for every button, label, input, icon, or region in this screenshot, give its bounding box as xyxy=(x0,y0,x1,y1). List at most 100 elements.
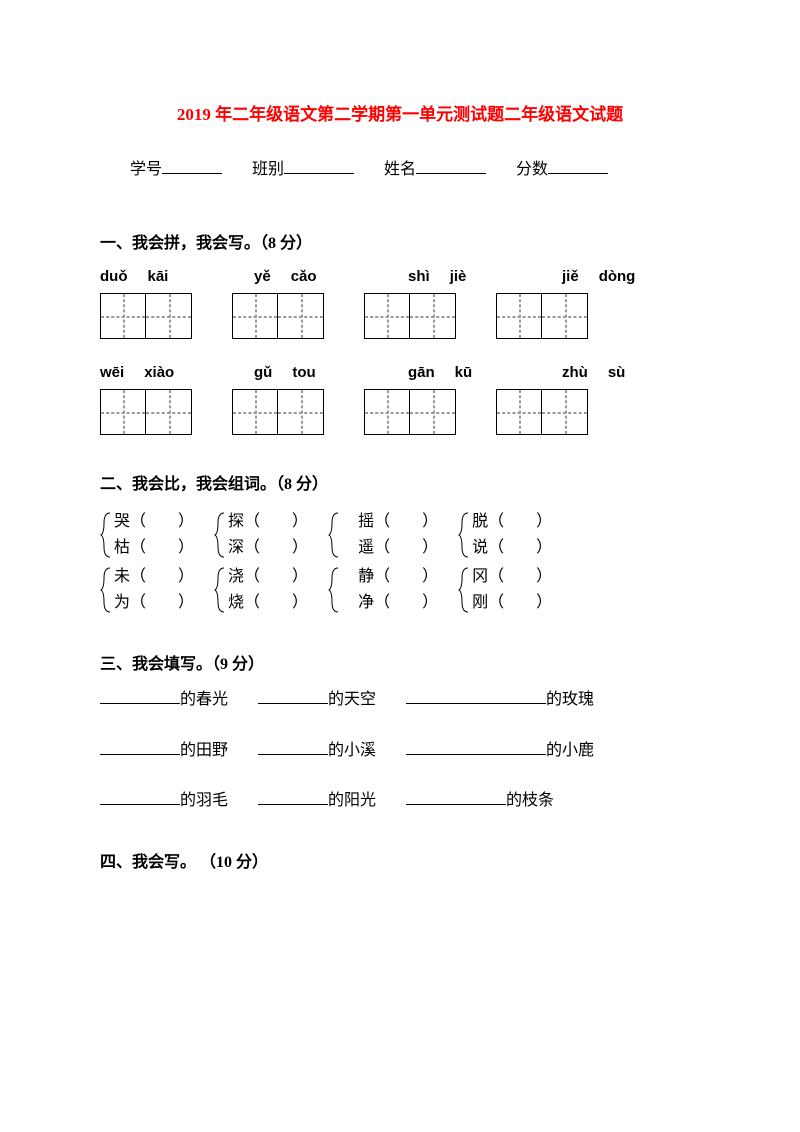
pinyin: jiè xyxy=(450,268,467,285)
blank-class[interactable] xyxy=(284,173,354,174)
fill-blank[interactable] xyxy=(406,703,546,704)
pinyin: shì xyxy=(408,268,430,285)
pinyin: sù xyxy=(608,364,626,381)
char: 为 xyxy=(114,594,130,611)
label-class: 班别 xyxy=(252,155,284,179)
fill-suffix: 的春光 xyxy=(180,689,228,711)
pinyin: jiě xyxy=(562,268,579,285)
fill-suffix: 的羽毛 xyxy=(180,790,228,812)
char-box-pair[interactable] xyxy=(100,389,192,435)
char-box-pair[interactable] xyxy=(496,293,588,339)
char: 深 xyxy=(228,539,244,556)
fill-blank[interactable] xyxy=(258,804,328,805)
label-name: 姓名 xyxy=(384,155,416,179)
info-student-id: 学号 xyxy=(130,155,222,179)
blank-score[interactable] xyxy=(548,173,608,174)
fill-suffix: 的小鹿 xyxy=(546,740,594,762)
brace-icon xyxy=(458,566,470,614)
pinyin: kāi xyxy=(148,268,169,285)
fill-suffix: 的天空 xyxy=(328,689,376,711)
brace-icon xyxy=(328,566,340,614)
char-box-pair[interactable] xyxy=(496,389,588,435)
char-box-row-2 xyxy=(100,389,700,435)
pinyin: gān xyxy=(408,364,435,381)
label-score: 分数 xyxy=(516,155,548,179)
compare-group: 探（ ） 深（ ） xyxy=(214,509,308,560)
fill-blank[interactable] xyxy=(100,754,180,755)
fill-suffix: 的小溪 xyxy=(328,740,376,762)
char: 说 xyxy=(472,539,488,556)
fill-blank[interactable] xyxy=(100,703,180,704)
pinyin-row-1: duǒ kāi yě cǎo shì jiè jiě dòng xyxy=(100,268,700,285)
info-class: 班别 xyxy=(252,155,354,179)
char: 遥 xyxy=(358,539,374,556)
exam-title: 2019 年二年级语文第二学期第一单元测试题二年级语文试题 xyxy=(100,100,700,125)
char: 枯 xyxy=(114,539,130,556)
section-4: 四、我会写。 （10 分） xyxy=(100,848,700,872)
char-box-pair[interactable] xyxy=(232,293,324,339)
compare-group: 未（ ） 为（ ） xyxy=(100,564,194,615)
section-1: 一、我会拼，我会写。（8 分） duǒkāi yěcǎo shìjiè jiěd… xyxy=(100,229,700,435)
fill-blank[interactable] xyxy=(258,703,328,704)
compare-group: 冈（ ） 刚（ ） xyxy=(458,564,552,615)
char: 脱 xyxy=(472,513,488,530)
brace-icon xyxy=(100,511,112,559)
char: 静 xyxy=(358,568,374,585)
fill-blank[interactable] xyxy=(258,754,328,755)
fill-row: 的田野 的小溪 的小鹿 xyxy=(100,740,700,762)
brace-icon xyxy=(100,566,112,614)
student-info-row: 学号 班别 姓名 分数 xyxy=(100,155,700,179)
char: 冈 xyxy=(472,568,488,585)
pinyin: cǎo xyxy=(291,268,317,285)
char: 摇 xyxy=(358,513,374,530)
fill-row: 的春光 的天空 的玫瑰 xyxy=(100,689,700,711)
char: 未 xyxy=(114,568,130,585)
char-box-pair[interactable] xyxy=(364,293,456,339)
brace-icon xyxy=(214,566,226,614)
char: 哭 xyxy=(114,513,130,530)
pinyin: yě xyxy=(254,268,271,285)
compare-group: 浇（ ） 烧（ ） xyxy=(214,564,308,615)
fill-suffix: 的田野 xyxy=(180,740,228,762)
pinyin: zhù xyxy=(562,364,588,381)
fill-row: 的羽毛 的阳光 的枝条 xyxy=(100,790,700,812)
compare-group: 哭（ ） 枯（ ） xyxy=(100,509,194,560)
pinyin: wēi xyxy=(100,364,124,381)
section-1-title: 一、我会拼，我会写。（8 分） xyxy=(100,229,700,253)
pinyin: gǔ xyxy=(254,364,272,381)
char-box-row-1 xyxy=(100,293,700,339)
pinyin: kū xyxy=(455,364,473,381)
fill-suffix: 的玫瑰 xyxy=(546,689,594,711)
info-name: 姓名 xyxy=(384,155,486,179)
compare-row-1: 哭（ ） 枯（ ） 探（ ） 深（ ） 摇（ ） 遥（ ） 脱（ ） 说（ ） xyxy=(100,509,700,560)
section-2-title: 二、我会比，我会组词。（8 分） xyxy=(100,470,700,494)
pinyin: dòng xyxy=(599,268,636,285)
char: 探 xyxy=(228,513,244,530)
char: 刚 xyxy=(472,594,488,611)
pinyin: duǒ xyxy=(100,268,128,285)
section-2: 二、我会比，我会组词。（8 分） 哭（ ） 枯（ ） 探（ ） 深（ ） 摇（ … xyxy=(100,470,700,615)
section-3-title: 三、我会填写。（9 分） xyxy=(100,650,700,674)
info-score: 分数 xyxy=(516,155,608,179)
char: 烧 xyxy=(228,594,244,611)
compare-row-2: 未（ ） 为（ ） 浇（ ） 烧（ ） 静（ ） 净（ ） 冈（ ） 刚（ ） xyxy=(100,564,700,615)
fill-blank[interactable] xyxy=(406,804,506,805)
char-box-pair[interactable] xyxy=(100,293,192,339)
compare-group: 摇（ ） 遥（ ） xyxy=(328,509,438,560)
brace-icon xyxy=(328,511,340,559)
fill-suffix: 的枝条 xyxy=(506,790,554,812)
blank-name[interactable] xyxy=(416,173,486,174)
pinyin: tou xyxy=(292,364,315,381)
char-box-pair[interactable] xyxy=(232,389,324,435)
compare-group: 脱（ ） 说（ ） xyxy=(458,509,552,560)
char-box-pair[interactable] xyxy=(364,389,456,435)
blank-student-id[interactable] xyxy=(162,173,222,174)
brace-icon xyxy=(458,511,470,559)
section-3: 三、我会填写。（9 分） 的春光 的天空 的玫瑰 的田野 的小溪 的小鹿 的羽毛… xyxy=(100,650,700,812)
section-4-title: 四、我会写。 （10 分） xyxy=(100,848,700,872)
pinyin-row-2: wēixiào gǔtou gānkū zhùsù xyxy=(100,364,700,381)
char: 净 xyxy=(358,594,374,611)
fill-suffix: 的阳光 xyxy=(328,790,376,812)
fill-blank[interactable] xyxy=(100,804,180,805)
fill-blank[interactable] xyxy=(406,754,546,755)
